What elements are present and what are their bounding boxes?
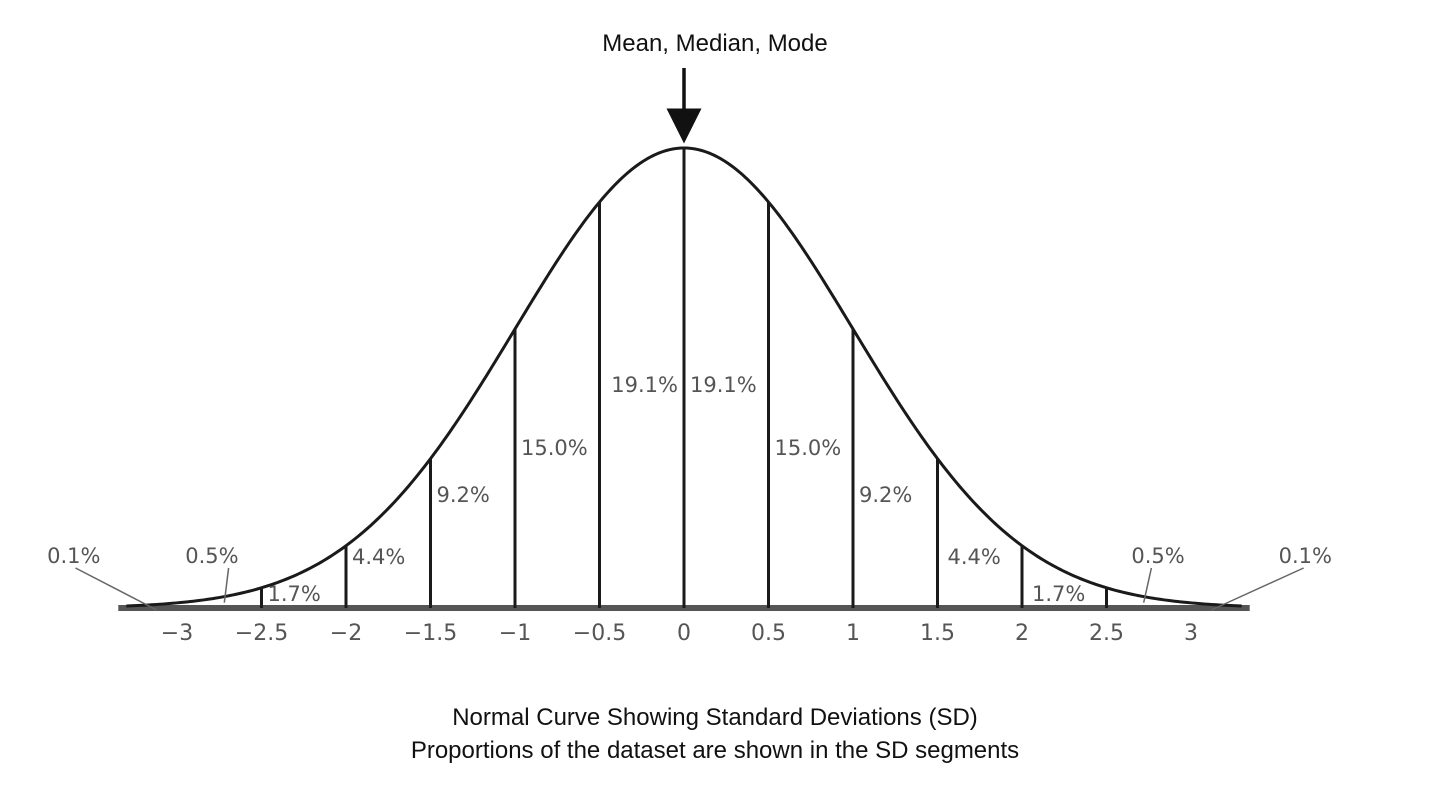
segment-percent-label: 1.7%: [268, 582, 321, 606]
x-tick-label: −1: [499, 621, 531, 646]
segment-percent-label: 0.5%: [1131, 544, 1184, 568]
x-tick-label: 1.5: [920, 621, 955, 646]
x-tick-label: −2: [330, 621, 362, 646]
x-tick-label: 0: [677, 621, 691, 646]
x-tick-label: −3: [161, 621, 193, 646]
segment-percent-label: 0.1%: [47, 544, 100, 568]
segment-percent-label: 1.7%: [1032, 582, 1085, 606]
segment-leader-line: [1210, 567, 1304, 611]
caption-line-1: Normal Curve Showing Standard Deviations…: [452, 704, 978, 731]
segment-percent-label: 19.1%: [690, 373, 757, 397]
x-tick-label: −1.5: [404, 621, 457, 646]
segment-percent-label: 4.4%: [948, 545, 1001, 569]
x-tick-label: 0.5: [751, 621, 786, 646]
segment-percent-label: 9.2%: [859, 483, 912, 507]
segment-percent-label: 0.1%: [1279, 544, 1332, 568]
caption-line-2: Proportions of the dataset are shown in …: [410, 737, 1020, 764]
segment-leader-line: [75, 567, 158, 611]
x-tick-label: 2.5: [1089, 621, 1124, 646]
x-tick-label: 3: [1184, 621, 1198, 646]
segment-percent-label: 19.1%: [611, 373, 678, 397]
normal-curve: [126, 146, 1242, 608]
x-tick-label: 1: [846, 621, 860, 646]
segment-percent-label: 4.4%: [352, 545, 405, 569]
x-tick-label: 2: [1015, 621, 1029, 646]
segment-percent-label: 9.2%: [437, 483, 490, 507]
x-tick-label: −2.5: [235, 621, 288, 646]
segment-percent-label: 0.5%: [185, 544, 238, 568]
segment-leader-line: [1142, 567, 1153, 603]
mean-median-mode-annotation: Mean, Median, Mode: [602, 30, 828, 57]
segment-leader-line: [223, 567, 230, 603]
x-tick-label: −0.5: [573, 621, 626, 646]
segment-percent-label: 15.0%: [775, 436, 842, 460]
segment-percent-label: 15.0%: [521, 436, 588, 460]
